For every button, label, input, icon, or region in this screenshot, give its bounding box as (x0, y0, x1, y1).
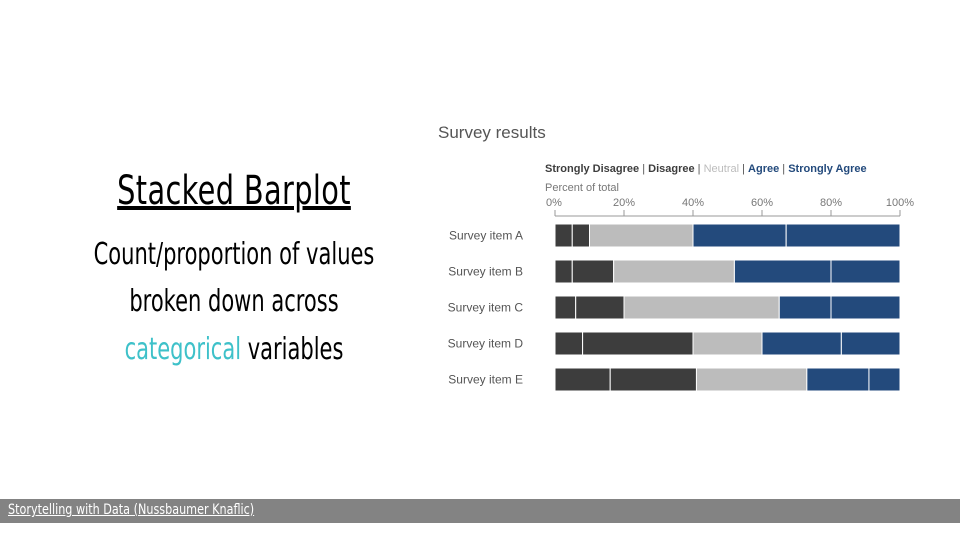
bar-segment (692, 223, 787, 248)
x-tick-label: 60% (751, 197, 773, 209)
bar-segment (589, 223, 694, 248)
bar-segment (582, 331, 694, 356)
axis-title: Percent of total (545, 182, 619, 194)
source-link[interactable]: Storytelling with Data (Nussbaumer Knafl… (8, 502, 255, 518)
description-line-3-rest: variables (241, 332, 344, 367)
chart-legend: Strongly Disagree | Disagree | Neutral |… (545, 163, 867, 175)
bar-segment (785, 223, 901, 248)
x-tick-label: 20% (613, 197, 635, 209)
category-label: Survey item A (449, 229, 523, 243)
bar-segment (613, 259, 735, 284)
legend-entry: Strongly Disagree (545, 163, 639, 175)
bar-segment (692, 331, 763, 356)
bar-segment (695, 367, 808, 392)
bar-segment (830, 259, 901, 284)
legend-separator: | (639, 163, 648, 175)
bar-segment (554, 295, 577, 320)
bar-segment (571, 259, 615, 284)
bar-segment (554, 367, 611, 392)
legend-entry: Strongly Agree (788, 163, 866, 175)
x-tick-label: 100% (886, 197, 914, 209)
description-line-2: broken down across (129, 284, 339, 319)
category-label: Survey item B (448, 265, 523, 279)
bar-segment (733, 259, 832, 284)
slide-title: Stacked Barplot (117, 168, 351, 214)
bar-segment (571, 223, 590, 248)
legend-entry: Agree (748, 163, 779, 175)
bar-segment (840, 331, 901, 356)
accent-word: categorical (124, 332, 242, 367)
category-label: Survey item E (448, 373, 523, 387)
legend-entry: Disagree (648, 163, 694, 175)
x-tick-label: 40% (682, 197, 704, 209)
category-label: Survey item D (448, 337, 524, 351)
bar-segment (554, 223, 573, 248)
bar-segment (609, 367, 697, 392)
legend-separator: | (779, 163, 788, 175)
legend-entry: Neutral (704, 163, 739, 175)
bar-segment (778, 295, 832, 320)
bar-segment (806, 367, 870, 392)
description-line-3: categorical variables (77, 333, 391, 367)
x-tick-label: 80% (820, 197, 842, 209)
category-label: Survey item C (448, 301, 524, 315)
bar-segment (623, 295, 780, 320)
bar-segment (761, 331, 842, 356)
bar-segment (868, 367, 901, 392)
footer-bar: Storytelling with Data (Nussbaumer Knafl… (0, 499, 960, 523)
bar-segment (554, 259, 573, 284)
description-line-1: Count/proportion of values (93, 237, 375, 272)
bar-segment (554, 331, 584, 356)
legend-separator: | (739, 163, 748, 175)
bar-segment (575, 295, 625, 320)
legend-separator: | (695, 163, 704, 175)
chart-title: Survey results (438, 123, 546, 142)
stacked-bar-chart: Survey results Strongly Disagree | Disagr… (430, 112, 930, 412)
x-tick-label: 0% (546, 197, 562, 209)
chart-svg: Survey results Strongly Disagree | Disagr… (438, 123, 914, 392)
bar-segment (830, 295, 901, 320)
